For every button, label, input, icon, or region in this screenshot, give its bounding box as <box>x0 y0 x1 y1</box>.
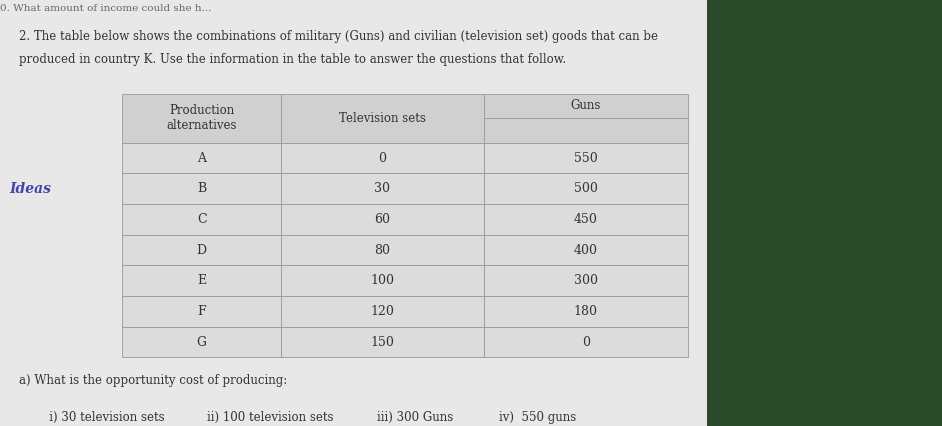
Text: a) What is the opportunity cost of producing:: a) What is the opportunity cost of produ… <box>19 374 287 388</box>
Text: ii) 100 television sets: ii) 100 television sets <box>207 411 333 424</box>
Bar <box>484 296 688 327</box>
Text: iv)  550 guns: iv) 550 guns <box>499 411 577 424</box>
Bar <box>281 173 484 204</box>
Bar <box>706 0 942 426</box>
Text: Guns: Guns <box>571 99 601 112</box>
Text: 30: 30 <box>375 182 390 195</box>
Bar <box>281 296 484 327</box>
Text: iii) 300 Guns: iii) 300 Guns <box>377 411 453 424</box>
Bar <box>484 173 688 204</box>
Bar <box>281 235 484 265</box>
Bar <box>484 204 688 235</box>
Text: 180: 180 <box>574 305 598 318</box>
Bar <box>122 173 281 204</box>
Text: 80: 80 <box>375 244 390 256</box>
Bar <box>0 0 735 426</box>
Text: B: B <box>197 182 206 195</box>
Text: 400: 400 <box>574 244 598 256</box>
Text: 300: 300 <box>574 274 598 287</box>
Bar <box>281 94 484 143</box>
Text: G: G <box>197 336 206 348</box>
Text: 550: 550 <box>574 152 598 164</box>
Text: 0: 0 <box>379 152 386 164</box>
Text: 60: 60 <box>375 213 390 226</box>
Bar <box>122 94 281 143</box>
Text: produced in country K. Use the information in the table to answer the questions : produced in country K. Use the informati… <box>19 53 566 66</box>
Text: Ideas: Ideas <box>9 182 51 196</box>
Text: 0. What amount of income could she h...: 0. What amount of income could she h... <box>0 4 211 13</box>
Bar <box>484 327 688 357</box>
Bar <box>122 235 281 265</box>
Text: 120: 120 <box>370 305 395 318</box>
Text: 450: 450 <box>574 213 598 226</box>
Text: D: D <box>197 244 206 256</box>
Text: A: A <box>197 152 206 164</box>
Text: i) 30 television sets: i) 30 television sets <box>38 411 164 424</box>
Bar <box>281 327 484 357</box>
Bar <box>281 143 484 173</box>
Text: 2. The table below shows the combinations of military (Guns) and civilian (telev: 2. The table below shows the combination… <box>19 30 658 43</box>
Text: 0: 0 <box>582 336 590 348</box>
Text: F: F <box>197 305 206 318</box>
Text: 500: 500 <box>574 182 598 195</box>
Text: E: E <box>197 274 206 287</box>
Bar <box>484 235 688 265</box>
Bar <box>484 118 688 143</box>
Bar <box>122 204 281 235</box>
Bar <box>484 265 688 296</box>
Bar <box>122 265 281 296</box>
Text: 100: 100 <box>370 274 395 287</box>
Text: Production
alternatives: Production alternatives <box>167 104 236 132</box>
Bar <box>122 327 281 357</box>
Text: 150: 150 <box>370 336 395 348</box>
Text: C: C <box>197 213 206 226</box>
Bar <box>122 143 281 173</box>
Bar <box>281 204 484 235</box>
Bar <box>484 94 688 118</box>
Bar <box>281 265 484 296</box>
Text: Television sets: Television sets <box>339 112 426 125</box>
Bar <box>122 296 281 327</box>
Bar <box>484 143 688 173</box>
